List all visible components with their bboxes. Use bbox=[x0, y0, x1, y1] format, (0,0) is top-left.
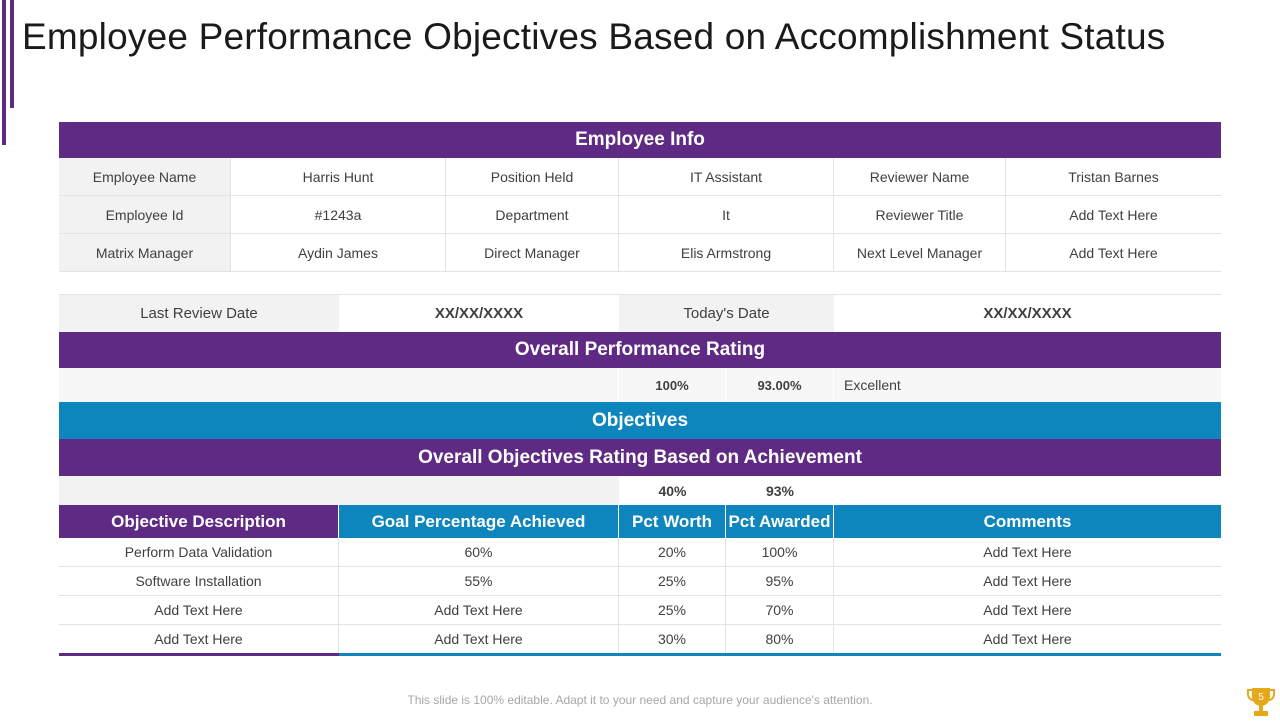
pct-worth: 30% bbox=[619, 625, 726, 653]
today-date-label: Today's Date bbox=[619, 295, 834, 332]
col-pct-worth: Pct Worth bbox=[619, 505, 726, 538]
footer-note: This slide is 100% editable. Adapt it to… bbox=[407, 693, 873, 707]
goal-percentage: 55% bbox=[339, 567, 619, 595]
table-row: Perform Data Validation 60% 20% 100% Add… bbox=[59, 538, 1221, 567]
rating-pct-awarded: 93.00% bbox=[726, 368, 834, 402]
info-label: Reviewer Title bbox=[834, 196, 1006, 233]
total-pct-worth: 40% bbox=[658, 482, 687, 499]
goal-percentage: Add Text Here bbox=[339, 596, 619, 624]
objective-description: Add Text Here bbox=[59, 596, 339, 624]
objective-description: Add Text Here bbox=[59, 625, 339, 653]
info-row: Matrix Manager Aydin James Direct Manage… bbox=[59, 234, 1221, 272]
totals-blank-right bbox=[834, 476, 1221, 505]
info-row: Employee Id #1243a Department It Reviewe… bbox=[59, 196, 1221, 234]
table-row: Add Text Here Add Text Here 30% 80% Add … bbox=[59, 625, 1221, 653]
goal-percentage: Add Text Here bbox=[339, 625, 619, 653]
col-goal-percentage: Goal Percentage Achieved bbox=[339, 505, 619, 538]
info-label: Department bbox=[446, 196, 619, 233]
objective-description: Perform Data Validation bbox=[59, 538, 339, 566]
trophy-icon: 5 bbox=[1247, 686, 1275, 718]
rating-blank bbox=[59, 368, 619, 402]
pct-worth: 20% bbox=[619, 538, 726, 566]
pct-awarded: 70% bbox=[726, 596, 834, 624]
last-review-label: Last Review Date bbox=[59, 295, 339, 332]
today-date-value: XX/XX/XXXX bbox=[983, 305, 1072, 322]
review-dates-row: Last Review Date XX/XX/XXXX Today's Date… bbox=[59, 295, 1221, 332]
info-label: Position Held bbox=[446, 158, 619, 195]
last-review-value: XX/XX/XXXX bbox=[434, 305, 524, 322]
pct-worth: 25% bbox=[619, 596, 726, 624]
employee-info-header: Employee Info bbox=[59, 122, 1221, 158]
overall-rating-header: Overall Performance Rating bbox=[59, 332, 1221, 368]
table-bottom-rule bbox=[59, 653, 1221, 656]
overall-rating-row: 100% 93.00% Excellent bbox=[59, 368, 1221, 402]
rating-result: Excellent bbox=[844, 377, 901, 393]
pct-awarded: 95% bbox=[726, 567, 834, 595]
comments: Add Text Here bbox=[983, 631, 1072, 647]
info-value: Elis Armstrong bbox=[619, 234, 834, 271]
info-label: Reviewer Name bbox=[834, 158, 1006, 195]
pct-worth: 25% bbox=[619, 567, 726, 595]
objective-description: Software Installation bbox=[59, 567, 339, 595]
spacer-row bbox=[59, 272, 1221, 295]
pct-awarded: 80% bbox=[726, 625, 834, 653]
accent-bar bbox=[2, 0, 6, 145]
info-value: Harris Hunt bbox=[231, 158, 446, 195]
table-row: Add Text Here Add Text Here 25% 70% Add … bbox=[59, 596, 1221, 625]
col-objective-description: Objective Description bbox=[59, 505, 339, 538]
info-label: Direct Manager bbox=[446, 234, 619, 271]
info-value: IT Assistant bbox=[619, 158, 834, 195]
comments: Add Text Here bbox=[983, 544, 1072, 560]
comments: Add Text Here bbox=[983, 602, 1072, 618]
info-value: Aydin James bbox=[231, 234, 446, 271]
info-value: Add Text Here bbox=[1069, 244, 1158, 261]
goal-percentage: 60% bbox=[339, 538, 619, 566]
info-value: #1243a bbox=[231, 196, 446, 233]
info-label: Employee Name bbox=[59, 158, 231, 195]
info-label: Employee Id bbox=[59, 196, 231, 233]
info-label: Matrix Manager bbox=[59, 234, 231, 271]
info-label: Next Level Manager bbox=[834, 234, 1006, 271]
comments: Add Text Here bbox=[983, 573, 1072, 589]
table-row: Software Installation 55% 25% 95% Add Te… bbox=[59, 567, 1221, 596]
objectives-subheader: Overall Objectives Rating Based on Achie… bbox=[59, 439, 1221, 476]
accent-bar-inner bbox=[10, 0, 14, 108]
info-value: It bbox=[619, 196, 834, 233]
pct-awarded: 100% bbox=[726, 538, 834, 566]
bottom-rule-purple bbox=[59, 653, 339, 656]
col-comments: Comments bbox=[834, 505, 1221, 538]
rating-pct-worth: 100% bbox=[619, 368, 726, 402]
info-value: Tristan Barnes bbox=[1068, 168, 1159, 185]
achievement-totals-row: 40% 93% bbox=[59, 476, 1221, 505]
info-value: Add Text Here bbox=[1069, 206, 1158, 223]
performance-sheet: Employee Info Employee Name Harris Hunt … bbox=[59, 122, 1221, 656]
total-pct-awarded: 93% bbox=[765, 482, 795, 499]
info-row: Employee Name Harris Hunt Position Held … bbox=[59, 158, 1221, 196]
bottom-rule-blue bbox=[339, 653, 1221, 656]
page-title: Employee Performance Objectives Based on… bbox=[22, 16, 1166, 57]
col-pct-awarded: Pct Awarded bbox=[726, 505, 834, 538]
objectives-column-headers: Objective Description Goal Percentage Ac… bbox=[59, 505, 1221, 538]
page-number: 5 bbox=[1258, 692, 1264, 703]
totals-blank bbox=[59, 476, 619, 505]
objectives-header: Objectives bbox=[59, 402, 1221, 439]
